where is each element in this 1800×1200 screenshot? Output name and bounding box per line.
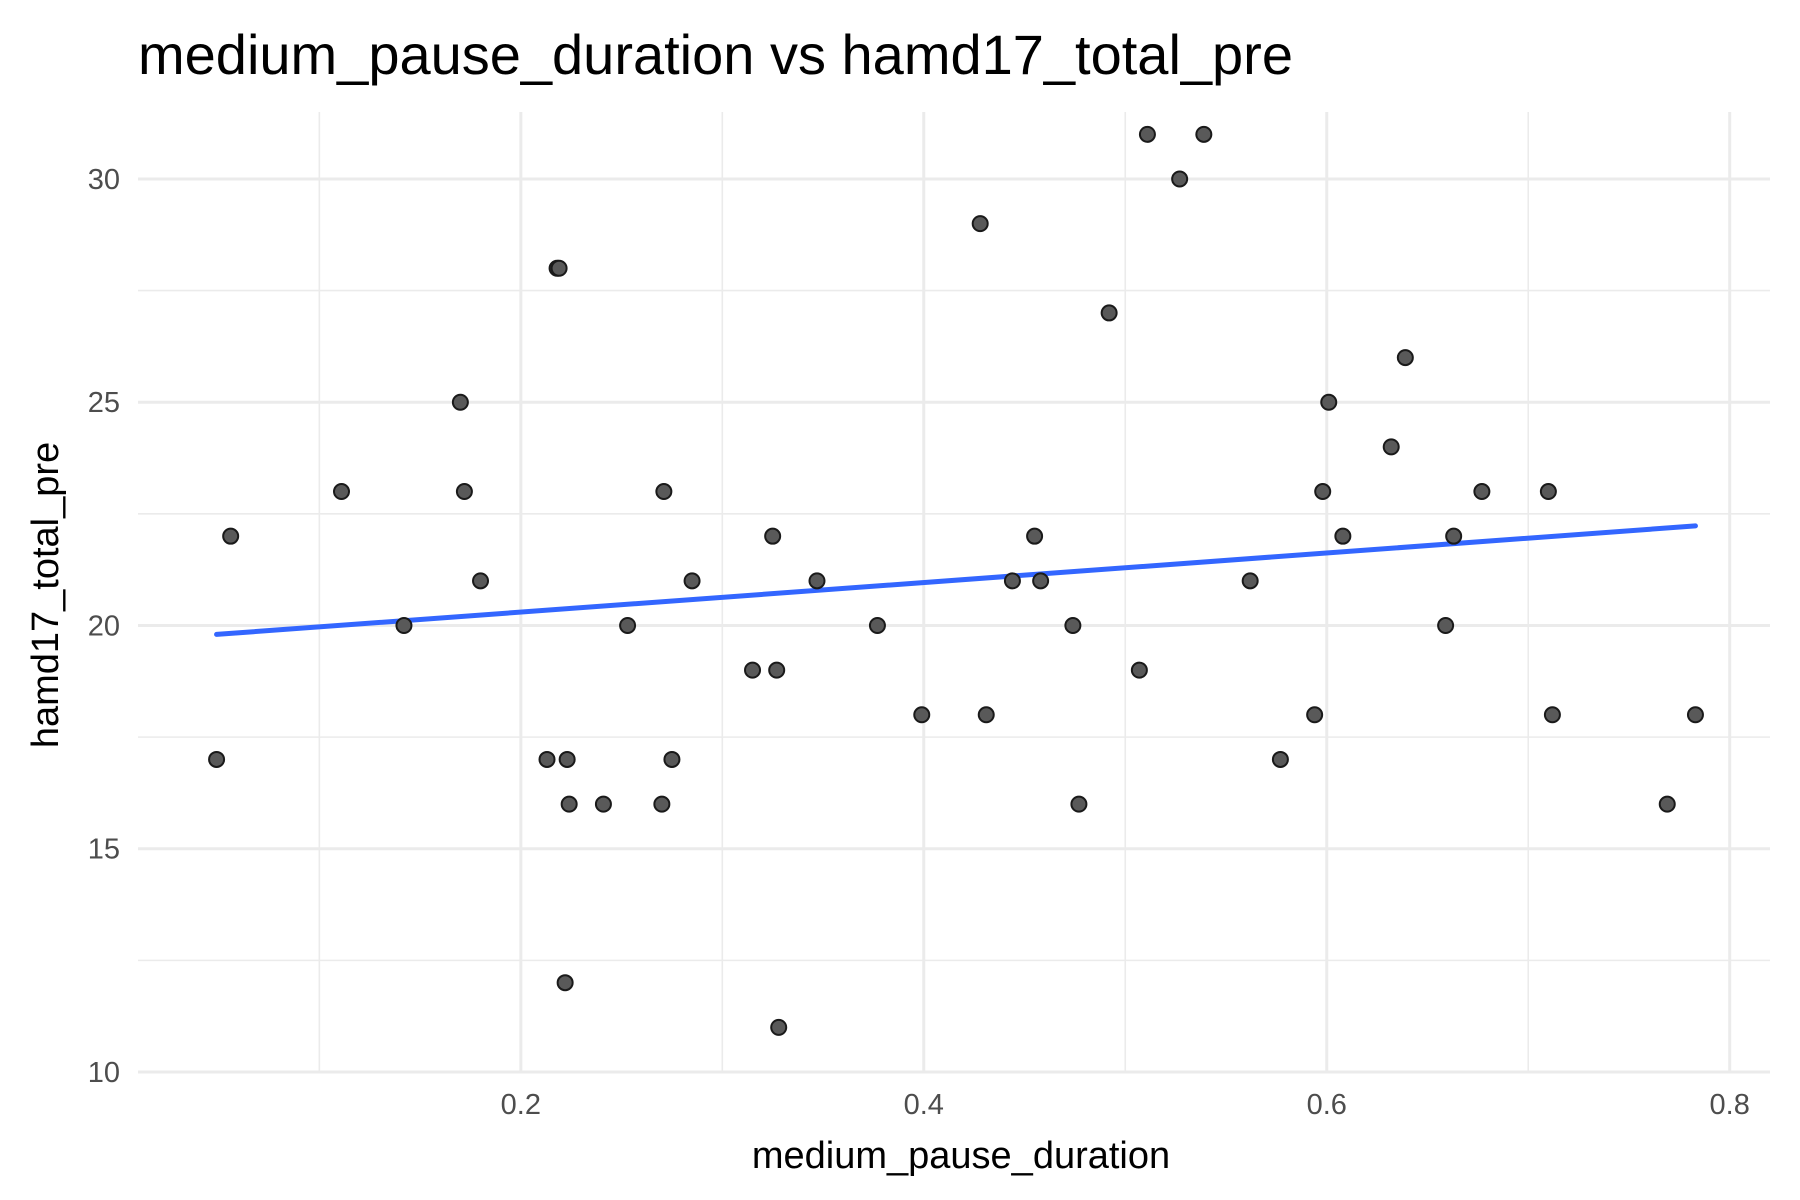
data-point — [1026, 527, 1044, 545]
data-point — [1686, 706, 1704, 724]
y-axis-title: hamd17_total_pre — [25, 442, 67, 748]
data-point — [1003, 572, 1021, 590]
data-point — [663, 750, 681, 768]
data-point — [560, 795, 578, 813]
data-point — [1658, 795, 1676, 813]
data-point — [653, 795, 671, 813]
chart-title: medium_pause_duration vs hamd17_total_pr… — [138, 23, 1293, 86]
data-point — [1271, 750, 1289, 768]
data-point — [550, 259, 568, 277]
data-point — [1032, 572, 1050, 590]
data-point — [971, 215, 989, 233]
data-point — [1241, 572, 1259, 590]
data-point — [558, 750, 576, 768]
data-point — [1382, 438, 1400, 456]
data-point — [1314, 483, 1332, 501]
x-tick-label: 0.6 — [1307, 1089, 1347, 1121]
x-tick-label: 0.4 — [904, 1089, 944, 1121]
data-point — [538, 750, 556, 768]
y-tick-label: 30 — [88, 164, 120, 196]
data-point — [1437, 616, 1455, 634]
data-point — [1334, 527, 1352, 545]
data-point — [455, 483, 473, 501]
data-point — [768, 661, 786, 679]
data-point — [1320, 393, 1338, 411]
data-point — [1473, 483, 1491, 501]
data-point — [556, 974, 574, 992]
x-tick-label: 0.2 — [501, 1089, 541, 1121]
data-point — [1070, 795, 1088, 813]
data-point — [808, 572, 826, 590]
y-tick-label: 10 — [88, 1057, 120, 1089]
data-point — [868, 616, 886, 634]
data-point — [1138, 125, 1156, 143]
data-point — [1396, 349, 1414, 367]
data-point — [332, 483, 350, 501]
data-point — [208, 750, 226, 768]
data-point — [472, 572, 490, 590]
data-point — [1445, 527, 1463, 545]
tick-labels: 0.2 0.4 0.6 0.8 10 15 20 25 30 — [88, 164, 1750, 1121]
data-point — [744, 661, 762, 679]
y-tick-label: 25 — [88, 387, 120, 419]
data-point — [913, 706, 931, 724]
data-point — [655, 483, 673, 501]
grid-lines — [138, 112, 1770, 1074]
data-point — [770, 1018, 788, 1036]
data-point — [1100, 304, 1118, 322]
data-point — [1306, 706, 1324, 724]
trend-line — [214, 523, 1698, 637]
data-point — [451, 393, 469, 411]
data-point — [1130, 661, 1148, 679]
data-point — [1195, 125, 1213, 143]
trend-line-layer — [214, 523, 1698, 637]
data-point — [1539, 483, 1557, 501]
data-point — [395, 616, 413, 634]
data-point — [683, 572, 701, 590]
x-tick-label: 0.8 — [1710, 1089, 1750, 1121]
data-points — [208, 125, 1704, 1036]
data-point — [1171, 170, 1189, 188]
data-point — [1543, 706, 1561, 724]
data-point — [764, 527, 782, 545]
data-point — [222, 527, 240, 545]
data-point — [1064, 616, 1082, 634]
x-axis-title: medium_pause_duration — [752, 1135, 1170, 1177]
data-point — [619, 616, 637, 634]
data-point — [594, 795, 612, 813]
y-tick-label: 15 — [88, 834, 120, 866]
data-point — [977, 706, 995, 724]
y-tick-label: 20 — [88, 610, 120, 642]
